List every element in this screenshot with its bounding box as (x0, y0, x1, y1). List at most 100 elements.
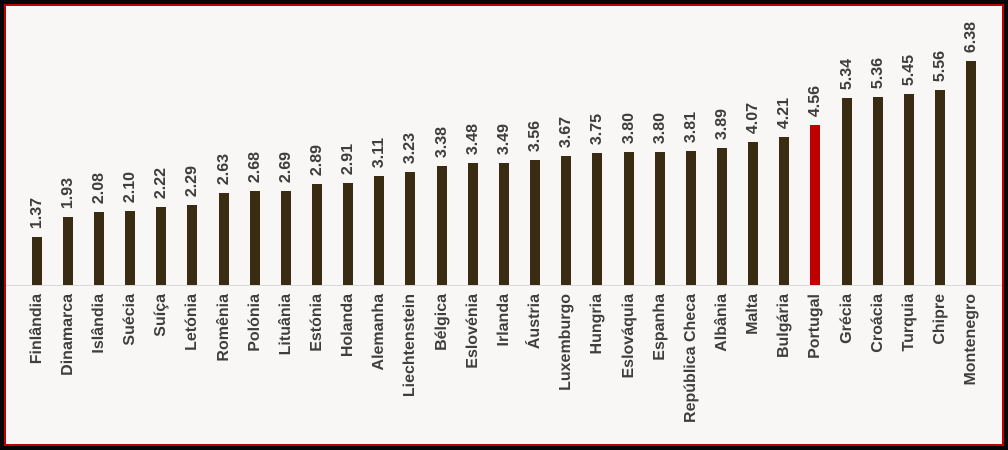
x-axis-label: Islândia (89, 294, 107, 354)
bar-column: 2.29 (177, 166, 208, 285)
bar-value-label: 5.36 (868, 57, 886, 89)
bar (779, 137, 790, 285)
bar-value-label: 5.34 (837, 58, 855, 90)
bar-value-label: 2.69 (276, 151, 294, 183)
bar-column: 3.56 (520, 121, 551, 285)
x-axis-label-cell: Bélgica (426, 294, 457, 351)
bar (187, 205, 198, 285)
bar-column: 3.89 (706, 109, 737, 285)
bar-value-label: 2.22 (152, 167, 170, 199)
x-axis-label-cell: Albânia (706, 294, 737, 352)
x-axis-label-cell: Suécia (114, 294, 145, 346)
x-axis-label: Lituânia (276, 294, 294, 356)
bar-value-label: 3.80 (650, 112, 668, 144)
x-axis-label: Estónia (307, 294, 325, 352)
bar-column: 2.08 (83, 173, 114, 285)
bar-value-label: 4.21 (775, 97, 793, 129)
x-axis-label-cell: Alemanha (364, 294, 395, 370)
x-axis-label: Albânia (713, 294, 731, 352)
bar-value-label: 3.23 (401, 132, 419, 164)
bar (31, 237, 42, 285)
x-axis-label-cell: Malta (738, 294, 769, 335)
bar (717, 148, 728, 285)
bar-column: 1.93 (52, 178, 83, 285)
bar-highlighted (810, 125, 821, 285)
bar-value-label: 2.29 (183, 165, 201, 197)
x-axis-label-cell: Irlanda (488, 294, 519, 346)
bar (343, 183, 354, 285)
x-axis-label: Eslovénia (463, 294, 481, 369)
bar (748, 142, 759, 285)
bar (623, 152, 634, 285)
x-axis-label-cell: Liechtenstein (395, 294, 426, 397)
bar (561, 156, 572, 285)
x-axis-label-cell: Luxemburgo (551, 294, 582, 391)
bar-column: 2.69 (270, 152, 301, 285)
bar-column: 3.75 (582, 114, 613, 285)
bar (530, 160, 541, 285)
bar-column: 2.68 (239, 152, 270, 285)
bar-value-label: 3.81 (681, 111, 699, 143)
bar-value-label: 3.48 (463, 123, 481, 155)
x-axis-label: Polónia (245, 294, 263, 352)
bar-value-label: 6.38 (962, 21, 980, 53)
bar-value-label: 2.08 (89, 172, 107, 204)
bar (436, 166, 447, 285)
bar (405, 172, 416, 285)
bar (498, 163, 509, 285)
bar (872, 97, 883, 285)
chart-canvas: 1.37 1.93 2.08 2.10 2.22 2.29 2.63 2.68 2.69 2.89… (4, 4, 1004, 446)
bar-value-label: 5.45 (899, 54, 917, 86)
bar (467, 163, 478, 285)
bar-column: 3.80 (613, 113, 644, 285)
bar-column: 4.56 (800, 86, 831, 285)
bar-column: 3.67 (551, 117, 582, 285)
x-axis-label-cell: Polónia (239, 294, 270, 352)
bar-column: 2.89 (301, 145, 332, 285)
x-axis-label: Holanda (339, 294, 357, 358)
bar (966, 61, 977, 285)
x-axis-labels: Finlândia Dinamarca Islândia Suécia Suíça Let… (6, 286, 1002, 444)
x-axis-label-cell: Eslováquia (613, 294, 644, 378)
x-axis-label: Malta (744, 294, 762, 335)
x-axis-label: Liechtenstein (401, 294, 419, 398)
x-axis-label-cell: Chipre (925, 294, 956, 345)
bar-value-label: 3.38 (432, 126, 450, 158)
x-axis-label: Eslováquia (619, 294, 637, 379)
x-axis-label: Finlândia (27, 294, 45, 365)
bar-column: 3.23 (395, 133, 426, 285)
bar-column: 5.56 (925, 51, 956, 285)
bar-value-label: 2.91 (339, 143, 357, 175)
bar (903, 94, 914, 285)
x-axis-label-cell: Islândia (83, 294, 114, 354)
bar-column: 2.22 (146, 168, 177, 285)
x-axis-label-cell: Estónia (301, 294, 332, 352)
bar-column: 3.49 (488, 124, 519, 285)
bar (685, 151, 696, 285)
bar-value-label: 3.75 (588, 113, 606, 145)
x-axis-label: Irlanda (494, 294, 512, 347)
bar-column: 3.81 (675, 112, 706, 285)
bar (218, 193, 229, 285)
x-axis-label: Áustria (526, 294, 544, 350)
bar (311, 184, 322, 285)
x-axis-label-cell: Croácia (862, 294, 893, 353)
x-axis-label: Luxemburgo (557, 294, 575, 391)
bar-column: 2.63 (208, 154, 239, 285)
bar-column: 4.21 (769, 98, 800, 285)
x-axis-label-cell: Turquia (893, 294, 924, 351)
bar-value-label: 3.56 (526, 120, 544, 152)
bar-value-label: 3.11 (370, 137, 388, 168)
bar (374, 176, 385, 285)
x-axis-label-cell: República Checa (675, 294, 706, 423)
x-axis-label: Dinamarca (58, 294, 76, 376)
bar (935, 90, 946, 285)
x-axis-label-cell: Portugal (800, 294, 831, 359)
x-axis-label: República Checa (681, 294, 699, 423)
bar (249, 191, 260, 285)
x-axis-label: Bélgica (432, 294, 450, 351)
x-axis-label-cell: Áustria (520, 294, 551, 349)
bar-value-label: 4.07 (744, 102, 762, 134)
bar-column: 6.38 (956, 22, 987, 285)
